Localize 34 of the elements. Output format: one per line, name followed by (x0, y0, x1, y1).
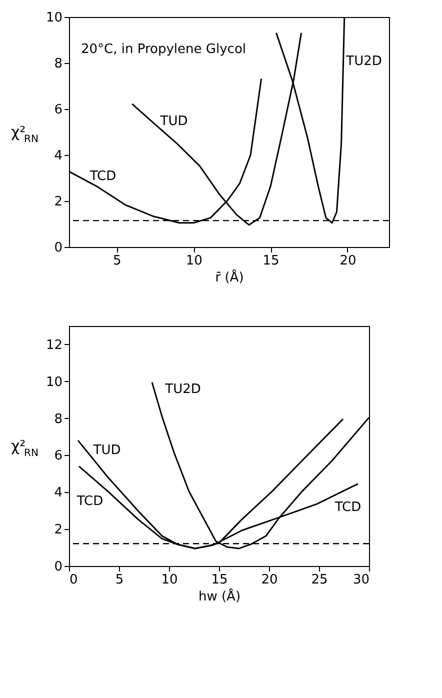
x-tick-label: 30 (352, 572, 370, 588)
y-tick-label: 4 (54, 148, 62, 164)
y-tick-label: 4 (54, 486, 62, 501)
y-tick-label: 2 (54, 522, 62, 538)
x-tick-label: 25 (311, 572, 328, 588)
x-tick-label: 10 (186, 254, 202, 268)
y-tick-label: 6 (54, 102, 62, 118)
x-tick-label: 20 (261, 572, 278, 588)
y-tick-label: 10 (46, 10, 62, 26)
y-tick-label: 2 (54, 194, 62, 210)
y-tick-label: 10 (46, 374, 62, 390)
x-tick-label: 0 (70, 572, 78, 588)
x-tick-label: 10 (161, 572, 178, 588)
annotation: 20°C, in Propylene Glycol (81, 42, 246, 57)
x-axis-title: hw (Å) (198, 588, 241, 604)
annotation: TUD (92, 443, 121, 458)
y-tick-label: 12 (46, 338, 62, 353)
x-tick-label: 20 (340, 254, 356, 268)
x-tick-label: 5 (113, 254, 122, 268)
y-tick-label: 6 (54, 448, 62, 464)
y-tick-label: 0 (54, 560, 62, 574)
annotation: TU2D (164, 382, 201, 397)
x-tick-label: 15 (262, 254, 280, 268)
y-tick-label: 0 (54, 240, 62, 256)
y-tick-label: 8 (54, 56, 62, 72)
annotation: TCD (76, 494, 104, 509)
x-tick-label: 5 (115, 572, 124, 588)
x-axis-title: r̄ (Å) (215, 268, 244, 286)
annotation: TUD (159, 114, 188, 129)
annotation: TCD (88, 169, 116, 184)
annotation: TU2D (345, 54, 382, 69)
x-tick-label: 15 (211, 572, 228, 588)
y-tick-label: 8 (54, 412, 62, 427)
annotation: TCD (334, 500, 362, 515)
